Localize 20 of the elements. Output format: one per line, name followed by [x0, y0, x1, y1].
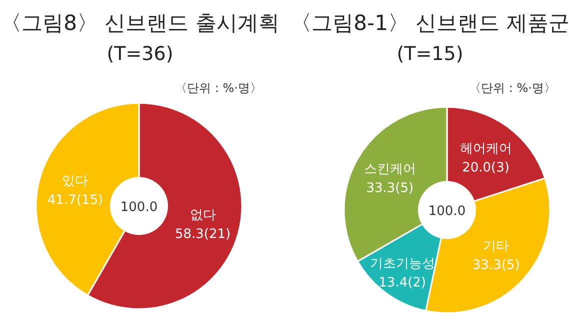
chart-subtitle: (T=15): [396, 43, 464, 65]
chart-title: 〈그림8〉 신브랜드 출시계획: [0, 11, 280, 35]
slice-label: 기타: [483, 239, 510, 254]
chart-title: 〈그림8-1〉 신브랜드 제품군: [290, 11, 569, 35]
text: 100.0: [428, 204, 466, 219]
data-label: 20.0(3): [462, 160, 510, 176]
slice-label: 없다: [190, 208, 216, 224]
data-label: 58.3(21): [174, 227, 231, 242]
chart-subtitle: (T=36): [106, 43, 174, 65]
text: 〈단위 : %·명〉: [469, 81, 556, 95]
slice-label: 기초기능성: [370, 256, 435, 272]
slice-label: 헤어케어: [460, 142, 512, 157]
data-label: 13.4(2): [378, 275, 426, 290]
text: 〈단위 : %·명〉: [175, 81, 262, 95]
text: 100.0: [120, 200, 158, 215]
data-label: 33.3(5): [472, 258, 520, 274]
data-label: 33.3(5): [366, 180, 414, 196]
slice-label: 있다: [62, 174, 88, 189]
slice-label: 스킨케어: [364, 162, 416, 177]
data-label: 41.7(15): [47, 192, 104, 208]
